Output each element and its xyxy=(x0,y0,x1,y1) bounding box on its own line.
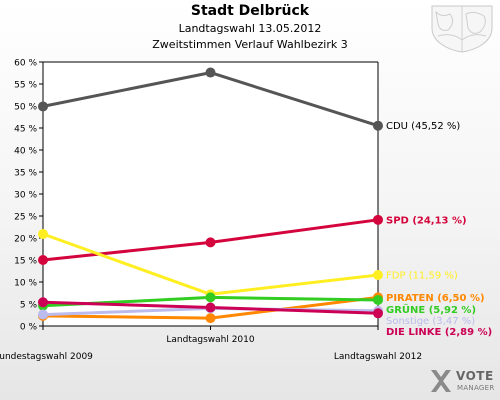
series-label-die-linke: DIE LINKE (2,89 %) xyxy=(386,327,492,338)
data-point-cdu xyxy=(373,120,383,131)
y-tick-label: 25 % xyxy=(14,213,37,223)
series-label-cdu: CDU (45,52 %) xyxy=(386,121,460,132)
y-tick-label: 40 % xyxy=(14,147,37,157)
data-point-cdu xyxy=(205,67,216,78)
series-label-piraten: PIRATEN (6,50 %) xyxy=(386,293,485,304)
y-tick-label: 30 % xyxy=(14,191,37,201)
y-tick-label: 55 % xyxy=(14,81,37,91)
y-tick-label: 10 % xyxy=(14,279,37,289)
y-tick-label: 45 % xyxy=(14,125,37,135)
data-point-spd xyxy=(373,214,383,225)
chart-subtitle-2: Zweitstimmen Verlauf Wahlbezirk 3 xyxy=(152,38,348,51)
data-point-gruene xyxy=(373,294,383,305)
y-tick-label: 50 % xyxy=(14,103,37,113)
y-tick-label: 35 % xyxy=(14,169,37,179)
series-label-sonstige: Sonstige (3,47 %) xyxy=(386,316,475,327)
series-label-fdp: FDP (11,59 %) xyxy=(386,271,458,282)
watermark-line1: VOTE xyxy=(456,369,494,383)
chart-subtitle: Landtagswahl 13.05.2012 xyxy=(178,22,322,35)
series-label-spd: SPD (24,13 %) xyxy=(386,215,467,226)
data-point-cdu xyxy=(38,101,48,112)
coat-of-arms-icon xyxy=(431,5,493,53)
y-tick-label: 5 % xyxy=(20,301,38,311)
data-point-fdp xyxy=(38,229,48,240)
data-point-piraten xyxy=(205,313,216,324)
votemanager-x-icon xyxy=(431,370,451,392)
data-point-fdp xyxy=(373,270,383,281)
y-tick-label: 0 % xyxy=(20,323,38,333)
x-tick-label: Landtagswahl 2010 xyxy=(166,335,255,345)
series-label-gruene: GRÜNE (5,92 %) xyxy=(386,302,476,316)
data-point-sonstige xyxy=(38,309,48,320)
data-point-die-linke xyxy=(38,297,48,308)
y-tick-label: 15 % xyxy=(14,257,37,267)
watermark-line2: MANAGER xyxy=(457,384,495,392)
y-tick-label: 20 % xyxy=(14,235,37,245)
data-point-die-linke xyxy=(205,302,216,313)
plot-area xyxy=(43,62,378,326)
y-tick-label: 60 % xyxy=(14,59,37,69)
data-point-spd xyxy=(38,255,48,265)
data-point-spd xyxy=(205,237,216,248)
x-tick-label: Landtagswahl 2012 xyxy=(334,352,422,362)
x-tick-label: Bundestagswahl 2009 xyxy=(0,352,93,362)
chart-title: Stadt Delbrück xyxy=(190,3,310,19)
data-point-gruene xyxy=(205,292,216,303)
data-point-die-linke xyxy=(373,308,383,319)
votemanager-watermark: VOTE MANAGER xyxy=(426,366,500,400)
